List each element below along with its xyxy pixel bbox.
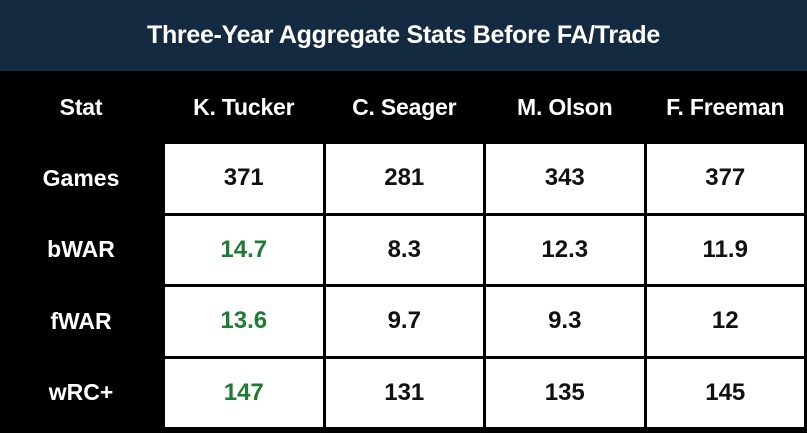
stat-value: 9.7	[325, 287, 483, 356]
page-title: Three-Year Aggregate Stats Before FA/Tra…	[146, 21, 661, 49]
column-header-player: M. Olson	[516, 94, 613, 120]
stat-value: 14.7	[165, 215, 323, 284]
column-header-player: C. Seager	[352, 94, 457, 120]
stat-value: 13.6	[165, 287, 323, 356]
stat-label: bWAR	[0, 215, 162, 284]
title-banner: Three-Year Aggregate Stats Before FA/Tra…	[0, 0, 807, 71]
column-header-player: F. Freeman	[666, 94, 785, 120]
stat-value: 147	[165, 358, 323, 427]
column-header-stat: Stat	[59, 94, 103, 120]
stat-value: 371	[165, 144, 323, 213]
stat-value: 135	[486, 358, 644, 427]
stat-value: 8.3	[325, 215, 483, 284]
stat-value: 377	[646, 144, 804, 213]
stat-value: 281	[325, 144, 483, 213]
stat-label: Games	[0, 144, 162, 213]
table-body: Games 371 281 343 377 bWAR 14.7 8.3 12.3 11.9 fWAR…	[0, 144, 807, 433]
stat-value: 12	[646, 287, 804, 356]
stat-label: fWAR	[0, 287, 162, 356]
stat-value: 11.9	[646, 215, 804, 284]
stat-label: wRC+	[0, 358, 162, 427]
column-header-player: K. Tucker	[193, 94, 295, 120]
stat-value: 12.3	[486, 215, 644, 284]
stat-value: 343	[486, 144, 644, 213]
table-header-row: Stat K. Tucker C. Seager M. Olson F. Freeman	[0, 71, 807, 144]
stat-value: 9.3	[486, 287, 644, 356]
stat-value: 145	[646, 358, 804, 427]
stat-value: 131	[325, 358, 483, 427]
